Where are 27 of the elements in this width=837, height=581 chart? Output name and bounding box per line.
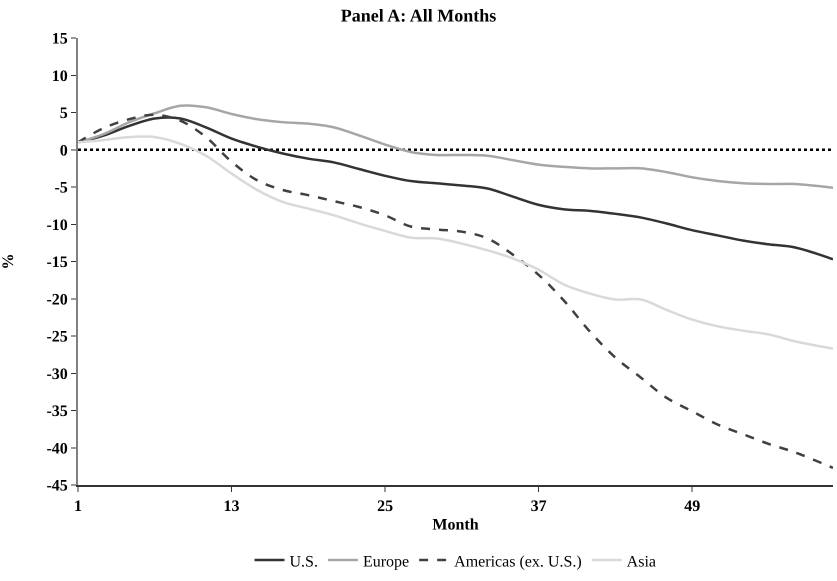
x-tick-label: 37	[530, 498, 547, 516]
line-series	[78, 135, 833, 350]
y-tick-label: -5	[54, 180, 68, 197]
y-tick-label: -35	[46, 403, 68, 420]
y-tick-label: 10	[52, 68, 68, 85]
x-tick-label: 25	[377, 498, 394, 516]
chart-title: Panel A: All Months	[340, 5, 496, 26]
y-tick-label: -15	[46, 254, 68, 272]
y-tick-label: -20	[46, 291, 68, 308]
y-tick-label: -40	[46, 440, 68, 458]
y-tick-label: -45	[46, 478, 68, 495]
legend-label: Americas (ex. U.S.)	[454, 553, 582, 570]
y-tick-label: 0	[60, 142, 68, 160]
y-tick-label: -25	[46, 328, 68, 346]
y-tick-label: 15	[52, 30, 68, 48]
y-axis-title: %	[0, 254, 17, 270]
y-tick-label: -30	[46, 366, 68, 383]
y-tick-label: -10	[46, 216, 68, 234]
x-tick-label: 1	[74, 498, 82, 516]
x-tick-label: 13	[224, 498, 240, 516]
legend-label: Asia	[626, 553, 656, 570]
legend-label: Europe	[362, 553, 410, 570]
legend-label: U.S.	[290, 553, 318, 570]
line-series	[78, 113, 833, 470]
x-axis-title: Month	[432, 516, 479, 534]
y-tick-label: 5	[60, 105, 68, 122]
x-tick-label: 49	[684, 498, 700, 516]
